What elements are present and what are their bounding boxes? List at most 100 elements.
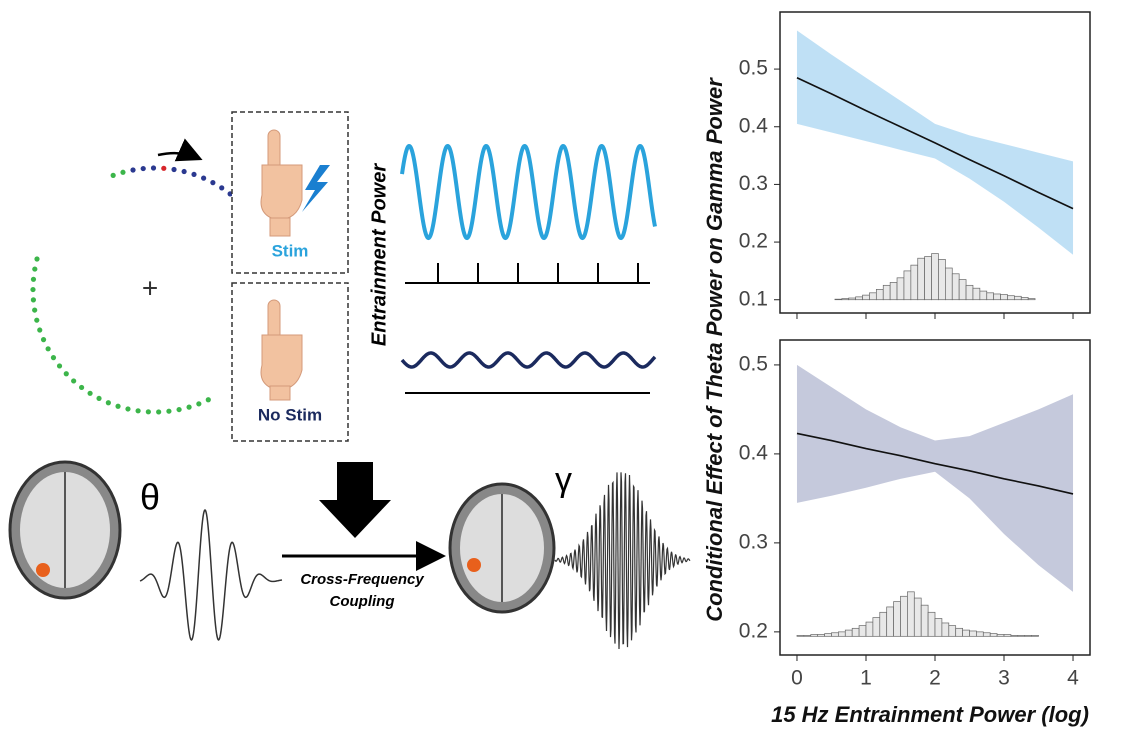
histogram-bar: [903, 270, 912, 301]
histogram-bar: [989, 633, 998, 637]
dot: [205, 397, 211, 403]
dot: [191, 171, 197, 178]
histogram-bar: [844, 629, 853, 637]
dot: [30, 286, 36, 293]
histogram-bar: [924, 256, 932, 301]
dot: [63, 371, 69, 377]
histogram-bar: [1010, 635, 1019, 637]
histogram-bar: [831, 632, 839, 637]
fit-line: [796, 77, 1074, 210]
y-tick-label: 0.1: [739, 287, 768, 310]
histogram-bar: [955, 627, 963, 637]
histogram-bar: [1020, 297, 1029, 301]
theta-wave: [139, 508, 283, 641]
histogram-bar: [886, 606, 894, 637]
histogram-bar: [879, 611, 888, 637]
dot: [181, 168, 187, 175]
histogram-bar: [1007, 295, 1015, 301]
histogram-bar: [948, 625, 957, 637]
dot: [45, 346, 51, 352]
dot: [71, 378, 77, 384]
dot: [130, 167, 136, 173]
histogram-bar: [1014, 295, 1022, 301]
histogram-bar: [945, 267, 953, 301]
dot: [166, 408, 172, 414]
y-tick-label: 0.5: [739, 352, 768, 375]
gamma-wave: [554, 472, 691, 649]
dot: [30, 276, 37, 282]
histogram-bar: [875, 289, 884, 301]
histogram-bar: [893, 601, 901, 637]
histogram-bar: [810, 634, 819, 637]
brain-icon: [448, 482, 556, 614]
histogram-bar: [834, 298, 843, 301]
fixation-cross: +: [142, 272, 158, 303]
entrainment-label: Entrainment Power: [368, 163, 390, 346]
histogram-bar: [962, 629, 970, 637]
histogram-bar: [841, 298, 850, 301]
histogram-bar: [855, 296, 863, 301]
histogram-bar: [824, 633, 832, 637]
histogram-bar: [896, 277, 905, 301]
dot: [156, 409, 162, 415]
dot: [50, 355, 57, 361]
dot: [115, 403, 121, 409]
y-tick-label: 0.2: [739, 230, 768, 253]
x-tick-label: 1: [860, 667, 872, 690]
histogram-bar: [882, 284, 891, 301]
theta-symbol: θ: [140, 477, 160, 518]
histogram-bar: [920, 604, 929, 637]
stim-label: Stim: [272, 241, 309, 260]
histogram-bar: [965, 284, 974, 301]
histogram-bar: [1027, 298, 1036, 301]
histogram-bar: [907, 591, 915, 637]
dot: [110, 172, 116, 178]
histogram-bar: [848, 297, 856, 301]
histogram-bar: [934, 618, 943, 637]
histogram-bar: [838, 631, 846, 637]
histogram-bar: [1031, 635, 1039, 637]
dot: [135, 408, 141, 414]
histogram-bar: [979, 290, 988, 301]
histogram-bar: [982, 632, 991, 637]
y-tick-label: 0.5: [739, 57, 768, 80]
down-arrow: [319, 462, 391, 538]
histogram-bar: [951, 273, 960, 301]
dot: [219, 185, 225, 191]
histogram-bar: [910, 264, 919, 301]
dot: [176, 406, 182, 413]
x-axis-label: 15 Hz Entrainment Power (log): [771, 702, 1089, 727]
dot: [145, 409, 151, 415]
histogram-bar: [976, 631, 984, 637]
dot: [140, 165, 146, 172]
histogram-bar: [972, 287, 981, 301]
stimulus-circle: [30, 165, 233, 415]
histogram-bar: [862, 294, 870, 301]
x-tick-label: 0: [791, 667, 803, 690]
dot: [87, 390, 93, 396]
y-tick-label: 0.3: [739, 172, 768, 195]
histogram-bar: [803, 635, 812, 637]
dot: [40, 337, 47, 343]
histogram-bar: [1024, 635, 1032, 637]
histogram-bar: [796, 635, 805, 637]
histogram-bar: [1017, 635, 1026, 637]
histogram-bar: [996, 634, 1005, 637]
dot: [34, 256, 40, 262]
dot: [186, 404, 192, 410]
dot: [30, 297, 37, 303]
histogram-bar: [986, 292, 995, 301]
lightning-icon: [302, 165, 330, 212]
dot: [150, 165, 157, 171]
histogram-bar: [869, 292, 877, 301]
hand-icon: [260, 299, 303, 401]
no-stim-wave: [400, 351, 657, 369]
dot: [79, 384, 85, 391]
histogram-bar: [917, 257, 925, 301]
y-tick-label: 0.4: [739, 441, 769, 464]
histogram-bar: [817, 634, 825, 637]
histogram-bar: [865, 621, 874, 637]
dot: [201, 175, 207, 181]
y-tick-label: 0.4: [739, 114, 769, 137]
histogram-bar: [913, 597, 922, 637]
